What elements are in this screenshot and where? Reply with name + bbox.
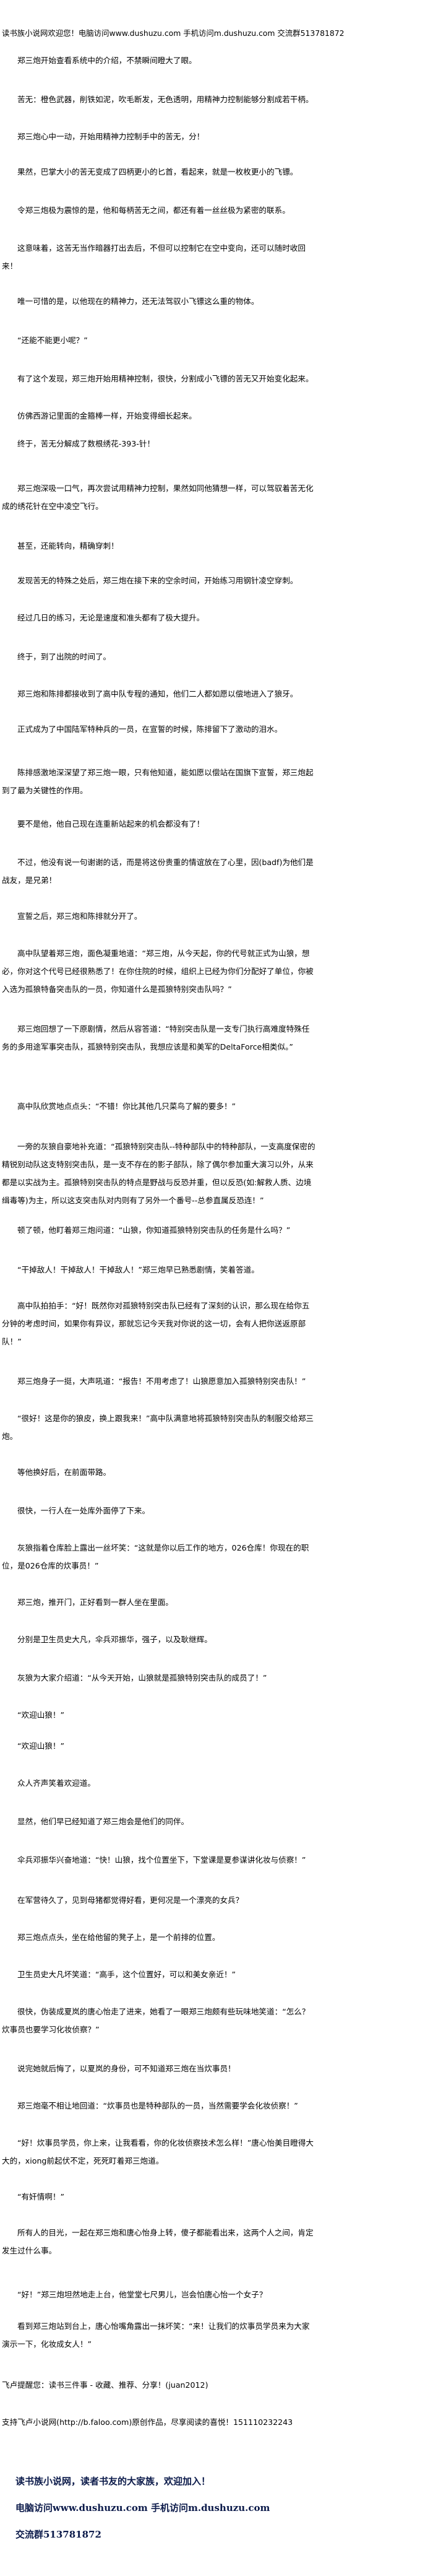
paragraph: “干掉敌人！干掉敌人！干掉敌人！”郑三炮早已熟悉剧情，笑着答道。	[17, 1265, 259, 1274]
site-banner: 读书族小说网欢迎您！电脑访问www.dushuzu.com 手机访问m.dush…	[2, 28, 345, 38]
paragraph: 终于，苦无分解成了数根绣花-393-针！	[17, 439, 155, 448]
paragraph: “还能不能更小呢？”	[17, 336, 88, 345]
paragraph: 伞兵邓振华兴奋地道：“快！山狼，找个位置坐下，下堂课是夏参谋讲化妆与侦察！”	[17, 1855, 306, 1865]
paragraph: 很快，一行人在一处库外面停了下来。	[17, 1506, 150, 1515]
paragraph: 果然，巴掌大小的苦无变成了四柄更小的匕首，看起来，就是一枚枚更小的飞镖。	[17, 167, 298, 176]
paragraph: 高中队拍拍手：“好！既然你对孤狼特别突击队已经有了深刻的认识，那么现在给你五分钟…	[2, 1301, 310, 1346]
paragraph: 所有人的目光，一起在郑三炮和唐心怡身上转，傻子都能看出来，这两个人之间，肯定发生…	[2, 2228, 314, 2255]
paragraph: 发现苦无的特殊之处后，郑三炮在接下来的空余时间，开始练习用钢针凌空穿刺。	[17, 576, 298, 585]
paragraph: 甚至，还能转向，精确穿刺！	[17, 541, 119, 550]
paragraph: 卫生员史大凡坏笑道：“高手，这个位置好，可以和美女亲近！”	[17, 1970, 236, 1979]
paragraph: 灰狼指着仓库脸上露出一丝坏笑：“这就是你以后工作的地方，026仓库！你现在的职位…	[2, 1543, 309, 1570]
paragraph: 郑三炮毫不相让地回道：“炊事员也是特种部队的一员，当然需要学会化妆侦察！”	[17, 2101, 298, 2110]
paragraph: 唯一可惜的是，以他现在的精神力，还无法驾驭小飞镖这么重的物体。	[17, 297, 259, 306]
paragraph: 正式成为了中国陆军特种兵的一员，在宣誓的时候，陈排留下了激动的泪水。	[17, 724, 283, 734]
paragraph: 陈排感激地深深望了郑三炮一眼，只有他知道，能如愿以偿站在国旗下宣誓，郑三炮起到了…	[2, 768, 314, 795]
paragraph: 显然，他们早已经知道了郑三炮会是他们的同伴。	[17, 1817, 189, 1826]
paragraph: 苦无：橙色武器，削铁如泥，吹毛断发，无色透明，用精神力控制能够分割成若干柄。	[17, 95, 314, 104]
paragraph: “欢迎山狼！”	[17, 1710, 65, 1720]
paragraph: 郑三炮点点头，坐在给他留的凳子上，是一个前排的位置。	[17, 1933, 220, 1942]
paragraph: 郑三炮开始查看系统中的介绍，不禁瞬间瞪大了眼。	[17, 56, 197, 65]
paragraph: 郑三炮，推开门，正好看到一群人坐在里面。	[17, 1598, 173, 1607]
paragraph: 一旁的灰狼自豪地补充道：“孤狼特别突击队--特种部队中的特种部队，一支高度保密的…	[2, 1142, 315, 1205]
paragraph: 令郑三炮极为震惊的是，他和每柄苦无之间，都还有着一丝丝极为紧密的联系。	[17, 206, 290, 215]
paragraph: 支持飞卢小说网(http://b.faloo.com)原创作品，尽享阅读的喜悦！…	[2, 2417, 293, 2427]
paragraph: 等他换好后，在前面带路。	[17, 1468, 111, 1477]
paragraph: 看到郑三炮站到台上，唐心怡嘴角露出一抹坏笑：“来！让我们的炊事员学员来为大家演示…	[2, 2321, 310, 2349]
footer-group-number: 交流群513781872	[15, 2529, 101, 2540]
footer-slogan: 读书族小说网，读者书友的大家族，欢迎加入！	[15, 2476, 211, 2487]
paragraph: 灰狼为大家介绍道：“从今天开始，山狼就是孤狼特别突击队的成员了！”	[17, 1673, 267, 1682]
paragraph: 顿了顿，他盯着郑三炮问道：“山狼，你知道孤狼特别突击队的任务是什么吗？”	[17, 1225, 291, 1235]
paragraph: 仿佛西游记里面的金箍棒一样，开始变得细长起来。	[17, 411, 197, 420]
paragraph: “有奸情啊！”	[17, 2192, 65, 2201]
paragraph: 郑三炮身子一挺，大声吼道：“报告！不用考虑了！山狼愿意加入孤狼特别突击队！”	[17, 1377, 306, 1386]
paragraph: 这意味着，这苦无当作暗器打出去后，不但可以控制它在空中变向，还可以随时收回来！	[2, 243, 306, 271]
paragraph: 分别是卫生员史大凡，伞兵邓振华，强子，以及耿继辉。	[17, 1635, 212, 1644]
paragraph: 在军营待久了，见到母猪都觉得好看，更何况是一个漂亮的女兵？	[17, 1895, 244, 1905]
paragraph: “很好！这是你的狼皮，换上跟我来！”高中队满意地将孤狼特别突击队的制服交给郑三炮…	[2, 1414, 314, 1441]
paragraph: 郑三炮和陈排都接收到了高中队专程的通知，他们二人都如愿以偿地进入了狼牙。	[17, 689, 298, 698]
paragraph: 高中队欣赏地点点头：“不错！你比其他几只菜鸟了解的要多！”	[17, 1102, 236, 1111]
paragraph: 飞卢提醒您：读书三件事 - 收藏、推荐、分享！(juan2012)	[2, 2380, 208, 2390]
paragraph: 郑三炮深吸一口气，再次尝试用精神力控制，果然如同他猜想一样，可以驾驭着苦无化成的…	[2, 484, 314, 511]
paragraph: “好！炊事员学员，你上来，让我看看，你的化妆侦察技术怎么样！”唐心怡美目瞪得大大…	[2, 2138, 314, 2165]
paragraph: 要不是他，他自己现在连重新站起来的机会都没有了！	[17, 819, 205, 829]
paragraph: 不过，他没有说一句谢谢的话，而是将这份贵重的情谊放在了心里，因(badf)为他们…	[2, 858, 314, 885]
paragraph: 很快，伪装成夏岚的唐心怡走了进来，她看了一眼郑三炮颇有些玩味地笑道：“怎么？炊事…	[2, 2007, 310, 2034]
paragraph: “欢迎山狼！”	[17, 1741, 65, 1751]
paragraph: 高中队望着郑三炮，面色凝重地道：“郑三炮，从今天起，你的代号就正式为山狼，想必，…	[2, 949, 314, 994]
paragraph: 经过几日的练习，无论是速度和准头都有了极大提升。	[17, 613, 205, 622]
paragraph: 宣誓之后，郑三炮和陈排就分开了。	[17, 912, 142, 921]
paragraph: 郑三炮回想了一下原剧情，然后从容答道：“特别突击队是一支专门执行高难度特殊任务的…	[2, 1024, 310, 1051]
paragraph: 众人齐声笑着欢迎道。	[17, 1778, 95, 1788]
paragraph: 说完她就后悔了，以夏岚的身份，可不知道郑三炮在当炊事员！	[17, 2064, 236, 2073]
paragraph: “好！”郑三炮坦然地走上台，他堂堂七尺男儿，岂会怕唐心怡一个女子？	[17, 2290, 267, 2299]
paragraph: 有了这个发现，郑三炮开始用精神控制，很快，分割成小飞镖的苦无又开始变化起来。	[17, 374, 314, 383]
paragraph: 郑三炮心中一动，开始用精神力控制手中的苦无，分！	[17, 132, 205, 141]
footer-access-links[interactable]: 电脑访问www.dushuzu.com 手机访问m.dushuzu.com	[15, 2502, 270, 2513]
paragraph: 终于，到了出院的时间了。	[17, 652, 111, 661]
